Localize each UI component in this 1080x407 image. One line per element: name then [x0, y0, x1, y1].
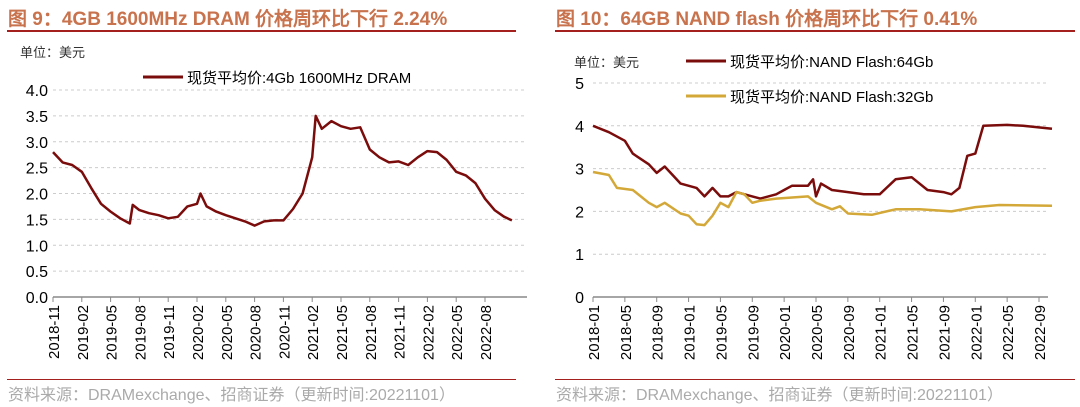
y-tick-label: 3.5 — [26, 109, 48, 126]
x-tick-label: 2021-08 — [363, 305, 380, 360]
legend-label: 现货平均价:NAND Flash:64Gb — [730, 54, 933, 71]
legend-label: 现货平均价:NAND Flash:32Gb — [730, 89, 933, 106]
y-tick-label: 4 — [575, 119, 584, 136]
series-line-1 — [52, 114, 513, 227]
y-tick-label: 3 — [575, 162, 584, 179]
x-tick-label: 2019-11 — [161, 305, 178, 359]
x-tick-label: 2018-01 — [586, 305, 603, 360]
x-tick-label: 2018-11 — [46, 305, 63, 359]
chart1-title: 图 9：4GB 1600MHz DRAM 价格周环比下行 2.24% — [8, 9, 448, 30]
title-rule — [555, 30, 1075, 32]
y-tick-label: 0 — [575, 290, 584, 307]
x-tick-label: 2020-11 — [276, 305, 293, 359]
x-tick-label: 2022-09 — [1032, 305, 1049, 360]
x-tick-label: 2022-05 — [1000, 305, 1017, 360]
y-tick-label: 0.0 — [26, 290, 48, 307]
chart1-unit: 单位：美元 — [20, 45, 86, 60]
x-tick-label: 2019-05 — [104, 305, 121, 360]
x-tick-label: 2019-01 — [682, 305, 699, 360]
x-tick-label: 2022-01 — [968, 305, 985, 360]
x-tick-label: 2021-01 — [873, 305, 890, 360]
x-tick-label: 2021-05 — [905, 305, 922, 360]
x-tick-label: 2020-09 — [841, 305, 858, 360]
y-tick-label: 1 — [575, 247, 584, 264]
x-tick-label: 2018-09 — [650, 305, 667, 360]
x-tick-label: 2020-08 — [248, 305, 265, 360]
y-tick-label: 1.0 — [26, 238, 48, 255]
legend-label: 现货平均价:4Gb 1600MHz DRAM — [187, 70, 411, 87]
x-tick-label: 2020-05 — [219, 305, 236, 360]
series-line-2 — [592, 170, 1053, 227]
chart2-unit: 单位：美元 — [574, 55, 640, 70]
x-tick-label: 2020-01 — [777, 305, 794, 360]
x-tick-label: 2021-02 — [305, 305, 322, 360]
x-tick-label: 2019-02 — [75, 305, 92, 360]
chart2-source: 资料来源：DRAMexchange、招商证券（更新时间:20221101） — [556, 387, 1003, 404]
x-tick-label: 2022-08 — [478, 305, 495, 360]
x-tick-label: 2018-05 — [618, 305, 635, 360]
x-tick-label: 2022-02 — [420, 305, 437, 360]
series-line-1 — [592, 123, 1053, 200]
x-tick-label: 2019-09 — [745, 305, 762, 360]
x-tick-label: 2021-05 — [334, 305, 351, 360]
y-tick-label: 2.5 — [26, 161, 48, 178]
chart1-source: 资料来源：DRAMexchange、招商证券（更新时间:20221101） — [8, 387, 455, 404]
y-tick-label: 2.0 — [26, 187, 48, 204]
x-tick-label: 2020-05 — [809, 305, 826, 360]
y-tick-label: 3.0 — [26, 135, 48, 152]
chart2-title: 图 10：64GB NAND flash 价格周环比下行 0.41% — [556, 9, 978, 30]
x-tick-label: 2022-05 — [449, 305, 466, 360]
x-tick-label: 2021-11 — [392, 305, 409, 359]
y-tick-label: 2 — [575, 204, 584, 221]
x-tick-label: 2020-02 — [190, 305, 207, 360]
source-rule — [555, 379, 1075, 380]
source-rule — [7, 379, 516, 380]
y-tick-label: 1.5 — [26, 212, 48, 229]
y-tick-label: 4.0 — [26, 83, 48, 100]
x-tick-label: 2021-09 — [936, 305, 953, 360]
title-rule — [7, 30, 516, 32]
x-tick-label: 2019-08 — [132, 305, 149, 360]
x-tick-label: 2019-05 — [713, 305, 730, 360]
y-tick-label: 0.5 — [26, 264, 48, 281]
y-tick-label: 5 — [575, 76, 584, 93]
